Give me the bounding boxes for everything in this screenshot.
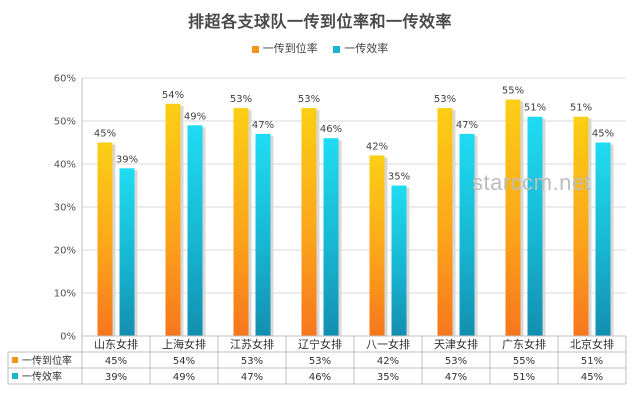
bar-pass-rate bbox=[573, 116, 589, 336]
bar-shadow bbox=[384, 157, 388, 336]
x-category-label: 山东女排 bbox=[94, 337, 138, 351]
table-cell: 45% bbox=[105, 356, 127, 367]
y-tick-label: 60% bbox=[54, 74, 76, 85]
data-label: 55% bbox=[502, 86, 524, 97]
bar-shadow bbox=[406, 187, 410, 336]
data-label: 54% bbox=[162, 90, 184, 101]
bar-shadow bbox=[520, 101, 524, 336]
bar-shadow bbox=[452, 110, 456, 336]
x-category-label: 八一女排 bbox=[366, 337, 410, 351]
bar-shadow bbox=[112, 144, 116, 336]
y-tick-label: 50% bbox=[54, 117, 76, 128]
data-label: 42% bbox=[366, 141, 388, 152]
table-cell: 42% bbox=[377, 356, 399, 367]
bar-shadow bbox=[202, 127, 206, 336]
table-cell: 47% bbox=[241, 372, 263, 383]
bar-shadow bbox=[134, 170, 138, 336]
data-label: 47% bbox=[456, 120, 478, 131]
y-tick-label: 40% bbox=[54, 160, 76, 171]
x-category-label: 上海女排 bbox=[162, 337, 206, 351]
table-series-label: 一传到位率 bbox=[22, 354, 72, 367]
legend-swatch-cyan bbox=[333, 45, 341, 53]
table-cell: 53% bbox=[445, 356, 467, 367]
data-label: 47% bbox=[252, 120, 274, 131]
data-label: 53% bbox=[298, 94, 320, 105]
bar-pass-rate bbox=[505, 99, 521, 336]
legend-item-series-1: 一传到位率 bbox=[251, 40, 318, 56]
data-label: 45% bbox=[94, 129, 116, 140]
table-cell: 39% bbox=[105, 372, 127, 383]
x-category-label: 北京女排 bbox=[570, 337, 614, 351]
bar-pass-efficiency bbox=[119, 168, 135, 336]
bar-shadow bbox=[270, 135, 274, 336]
x-category-label: 天津女排 bbox=[434, 337, 478, 351]
bar-pass-rate bbox=[301, 108, 317, 336]
x-category-label: 广东女排 bbox=[502, 337, 546, 351]
legend: 一传到位率 一传效率 bbox=[0, 40, 640, 56]
legend-label-series-1: 一传到位率 bbox=[262, 42, 318, 55]
table-legend-swatch bbox=[12, 373, 18, 379]
data-label: 51% bbox=[570, 103, 592, 114]
bar-pass-efficiency bbox=[187, 125, 203, 336]
data-label: 35% bbox=[388, 172, 410, 183]
bar-shadow bbox=[248, 110, 252, 336]
bar-pass-efficiency bbox=[595, 142, 611, 336]
bar-pass-rate bbox=[97, 142, 113, 336]
table-cell: 53% bbox=[241, 356, 263, 367]
data-label: 49% bbox=[184, 111, 206, 122]
data-label: 53% bbox=[230, 94, 252, 105]
data-label: 46% bbox=[320, 124, 342, 135]
legend-swatch-orange bbox=[251, 45, 259, 53]
bar-pass-rate bbox=[165, 103, 181, 336]
bar-shadow bbox=[542, 118, 546, 336]
y-tick-label: 10% bbox=[54, 289, 76, 300]
data-label: 53% bbox=[434, 94, 456, 105]
table-cell: 49% bbox=[173, 372, 195, 383]
table-cell: 45% bbox=[581, 372, 603, 383]
y-tick-label: 30% bbox=[54, 203, 76, 214]
y-tick-label: 20% bbox=[54, 246, 76, 257]
bar-shadow bbox=[180, 105, 184, 336]
bar-pass-efficiency bbox=[255, 133, 271, 336]
y-tick-label: 0% bbox=[60, 332, 76, 343]
table-cell: 55% bbox=[513, 356, 535, 367]
table-cell: 47% bbox=[445, 372, 467, 383]
bar-pass-efficiency bbox=[527, 116, 543, 336]
bar-pass-efficiency bbox=[391, 185, 407, 336]
chart-title: 排超各支球队一传到位率和一传效率 bbox=[187, 12, 452, 31]
table-cell: 51% bbox=[513, 372, 535, 383]
watermark: starccm.net bbox=[472, 170, 592, 195]
bar-shadow bbox=[588, 118, 592, 336]
table-legend-swatch bbox=[12, 357, 18, 363]
bar-pass-rate bbox=[233, 108, 249, 336]
data-label: 45% bbox=[592, 129, 614, 140]
table-cell: 53% bbox=[309, 356, 331, 367]
bar-pass-rate bbox=[369, 155, 385, 336]
data-label: 39% bbox=[116, 154, 138, 165]
x-category-label: 江苏女排 bbox=[230, 337, 274, 351]
bar-shadow bbox=[316, 110, 320, 336]
legend-item-series-2: 一传效率 bbox=[333, 40, 388, 56]
table-series-label: 一传效率 bbox=[22, 370, 62, 383]
data-label: 51% bbox=[524, 103, 546, 114]
bar-pass-efficiency bbox=[459, 133, 475, 336]
table-cell: 54% bbox=[173, 356, 195, 367]
bar-shadow bbox=[338, 140, 342, 336]
x-category-label: 辽宁女排 bbox=[298, 337, 342, 351]
bar-pass-rate bbox=[437, 108, 453, 336]
table-cell: 51% bbox=[581, 356, 603, 367]
bar-pass-efficiency bbox=[323, 138, 339, 336]
legend-label-series-2: 一传效率 bbox=[344, 42, 389, 55]
table-cell: 46% bbox=[309, 372, 331, 383]
bar-shadow bbox=[610, 144, 614, 336]
bar-shadow bbox=[474, 135, 478, 336]
table-cell: 35% bbox=[377, 372, 399, 383]
